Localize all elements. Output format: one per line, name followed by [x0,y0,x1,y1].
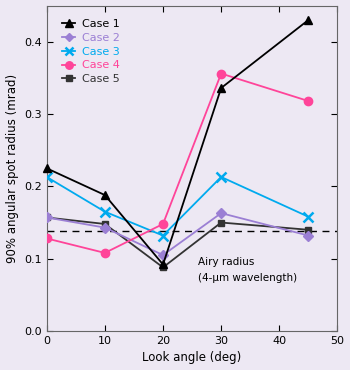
Case 3 [103,209,107,214]
Case 3 [161,233,165,238]
Case 3 [306,215,310,219]
Legend: Case 1, Case 2, Case 3, Case 4, Case 5: Case 1, Case 2, Case 3, Case 4, Case 5 [58,14,125,89]
Case 1 [306,18,310,22]
Case 5 [44,215,49,220]
Case 1 [219,86,223,90]
Line: Case 4: Case 4 [43,70,313,257]
Y-axis label: 90% angular spot radius (mrad): 90% angular spot radius (mrad) [6,74,19,263]
Line: Case 1: Case 1 [43,16,313,269]
Case 5 [103,222,107,226]
Case 2 [219,211,223,215]
Case 4 [306,99,310,103]
Case 1 [103,193,107,197]
Case 1 [161,262,165,267]
Case 2 [306,233,310,238]
Case 4 [161,222,165,226]
Case 5 [161,265,165,270]
Line: Case 2: Case 2 [43,210,312,259]
Case 3 [44,175,49,179]
Case 2 [44,215,49,220]
Text: Airy radius: Airy radius [198,257,254,267]
Case 4 [219,71,223,76]
Case 5 [219,220,223,225]
Case 4 [103,251,107,255]
Case 1 [44,166,49,171]
Case 4 [44,236,49,240]
Case 5 [306,228,310,232]
Case 2 [161,253,165,257]
Line: Case 3: Case 3 [42,172,313,240]
Line: Case 5: Case 5 [43,214,312,271]
Text: (4-μm wavelength): (4-μm wavelength) [198,273,297,283]
Case 3 [219,175,223,179]
Case 2 [103,225,107,230]
X-axis label: Look angle (deg): Look angle (deg) [142,352,242,364]
